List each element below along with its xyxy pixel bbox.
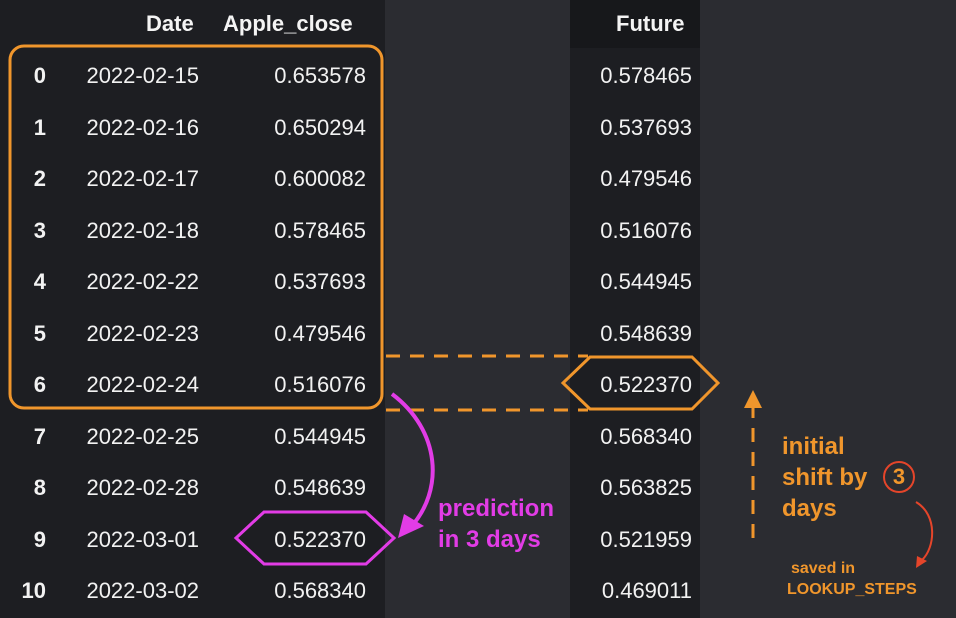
shift-label-line2: shift by bbox=[782, 462, 867, 493]
row-index: 5 bbox=[33, 320, 46, 346]
row-apple-close: 0.568340 bbox=[274, 578, 366, 603]
row-index: 1 bbox=[33, 114, 46, 140]
row-date: 2022-02-25 bbox=[86, 423, 199, 449]
row-apple-close: 0.600082 bbox=[274, 166, 366, 191]
header-date: Date bbox=[146, 11, 194, 36]
header-future: Future bbox=[616, 11, 685, 36]
saved-label-line1: saved in bbox=[791, 560, 856, 577]
row-date: 2022-02-17 bbox=[86, 166, 199, 191]
future-header-panel bbox=[570, 0, 700, 48]
prediction-label-line1: prediction bbox=[438, 495, 555, 522]
shift-arrow-head bbox=[744, 390, 762, 408]
row-apple-close: 0.537693 bbox=[274, 269, 366, 294]
row-index: 4 bbox=[33, 269, 46, 294]
shift-label: initial shift by days bbox=[782, 431, 867, 524]
row-apple-close: 0.650294 bbox=[274, 114, 366, 140]
header-apple-close: Apple_close bbox=[223, 11, 353, 36]
row-index: 10 bbox=[21, 578, 46, 603]
row-index: 6 bbox=[33, 372, 46, 397]
row-date: 2022-02-28 bbox=[86, 475, 199, 500]
saved-label: saved in LOOKUP_STEPS bbox=[787, 558, 917, 600]
row-future: 0.521959 bbox=[600, 526, 692, 552]
row-date: 2022-02-22 bbox=[86, 269, 199, 294]
prediction-arrow-head bbox=[398, 514, 424, 538]
row-future: 0.568340 bbox=[600, 423, 692, 449]
row-index: 9 bbox=[33, 526, 46, 552]
shift-number: 3 bbox=[892, 464, 906, 489]
row-date: 2022-02-24 bbox=[86, 372, 199, 397]
shift-number-circle: 3 bbox=[883, 461, 915, 493]
row-future: 0.479546 bbox=[600, 166, 692, 191]
selection-box bbox=[8, 44, 384, 410]
row-apple-close: 0.516076 bbox=[274, 372, 366, 397]
row-index: 2 bbox=[33, 166, 46, 191]
row-apple-close: 0.479546 bbox=[274, 320, 366, 346]
table-panel-left bbox=[52, 0, 385, 618]
row-future: 0.544945 bbox=[600, 269, 692, 294]
row-index: 3 bbox=[33, 217, 46, 243]
shift-label-line3: days bbox=[782, 495, 837, 522]
row-apple-close: 0.544945 bbox=[274, 423, 366, 449]
row-apple-close: 0.653578 bbox=[274, 63, 366, 88]
row-future: 0.469011 bbox=[601, 578, 692, 603]
row-index: 8 bbox=[33, 475, 46, 500]
row-apple-close: 0.548639 bbox=[274, 475, 366, 500]
row-future: 0.578465 bbox=[600, 63, 692, 88]
saved-label-line2: LOOKUP_STEPS bbox=[787, 581, 917, 598]
row-future: 0.522370 bbox=[600, 372, 692, 397]
row-date: 2022-02-16 bbox=[86, 114, 199, 140]
saved-arrow-head bbox=[916, 556, 927, 568]
row-future: 0.548639 bbox=[600, 320, 692, 346]
row-index: 0 bbox=[33, 63, 46, 88]
row-date: 2022-02-15 bbox=[86, 63, 199, 88]
row-future: 0.563825 bbox=[600, 475, 692, 500]
row-apple-close: 0.578465 bbox=[274, 217, 366, 243]
row-index: 7 bbox=[33, 423, 46, 449]
row-date: 2022-02-23 bbox=[86, 320, 199, 346]
row-future: 0.537693 bbox=[600, 114, 692, 140]
row-date: 2022-02-18 bbox=[86, 217, 199, 243]
prediction-label-line2: in 3 days bbox=[438, 526, 541, 553]
shift-label-line1: initial bbox=[782, 433, 845, 460]
prediction-highlight-hexagon bbox=[233, 510, 397, 566]
saved-arrow bbox=[915, 501, 934, 561]
shift-label-line2-text: shift by bbox=[782, 464, 868, 491]
prediction-arrow bbox=[390, 392, 435, 530]
row-future: 0.516076 bbox=[600, 217, 692, 243]
table-panel-future bbox=[570, 0, 700, 618]
row-date: 2022-03-02 bbox=[86, 578, 199, 603]
row-apple-close: 0.522370 bbox=[274, 526, 366, 552]
row-date: 2022-03-01 bbox=[86, 526, 199, 552]
future-highlight-hexagon bbox=[560, 355, 721, 411]
prediction-label: prediction in 3 days bbox=[438, 493, 554, 555]
